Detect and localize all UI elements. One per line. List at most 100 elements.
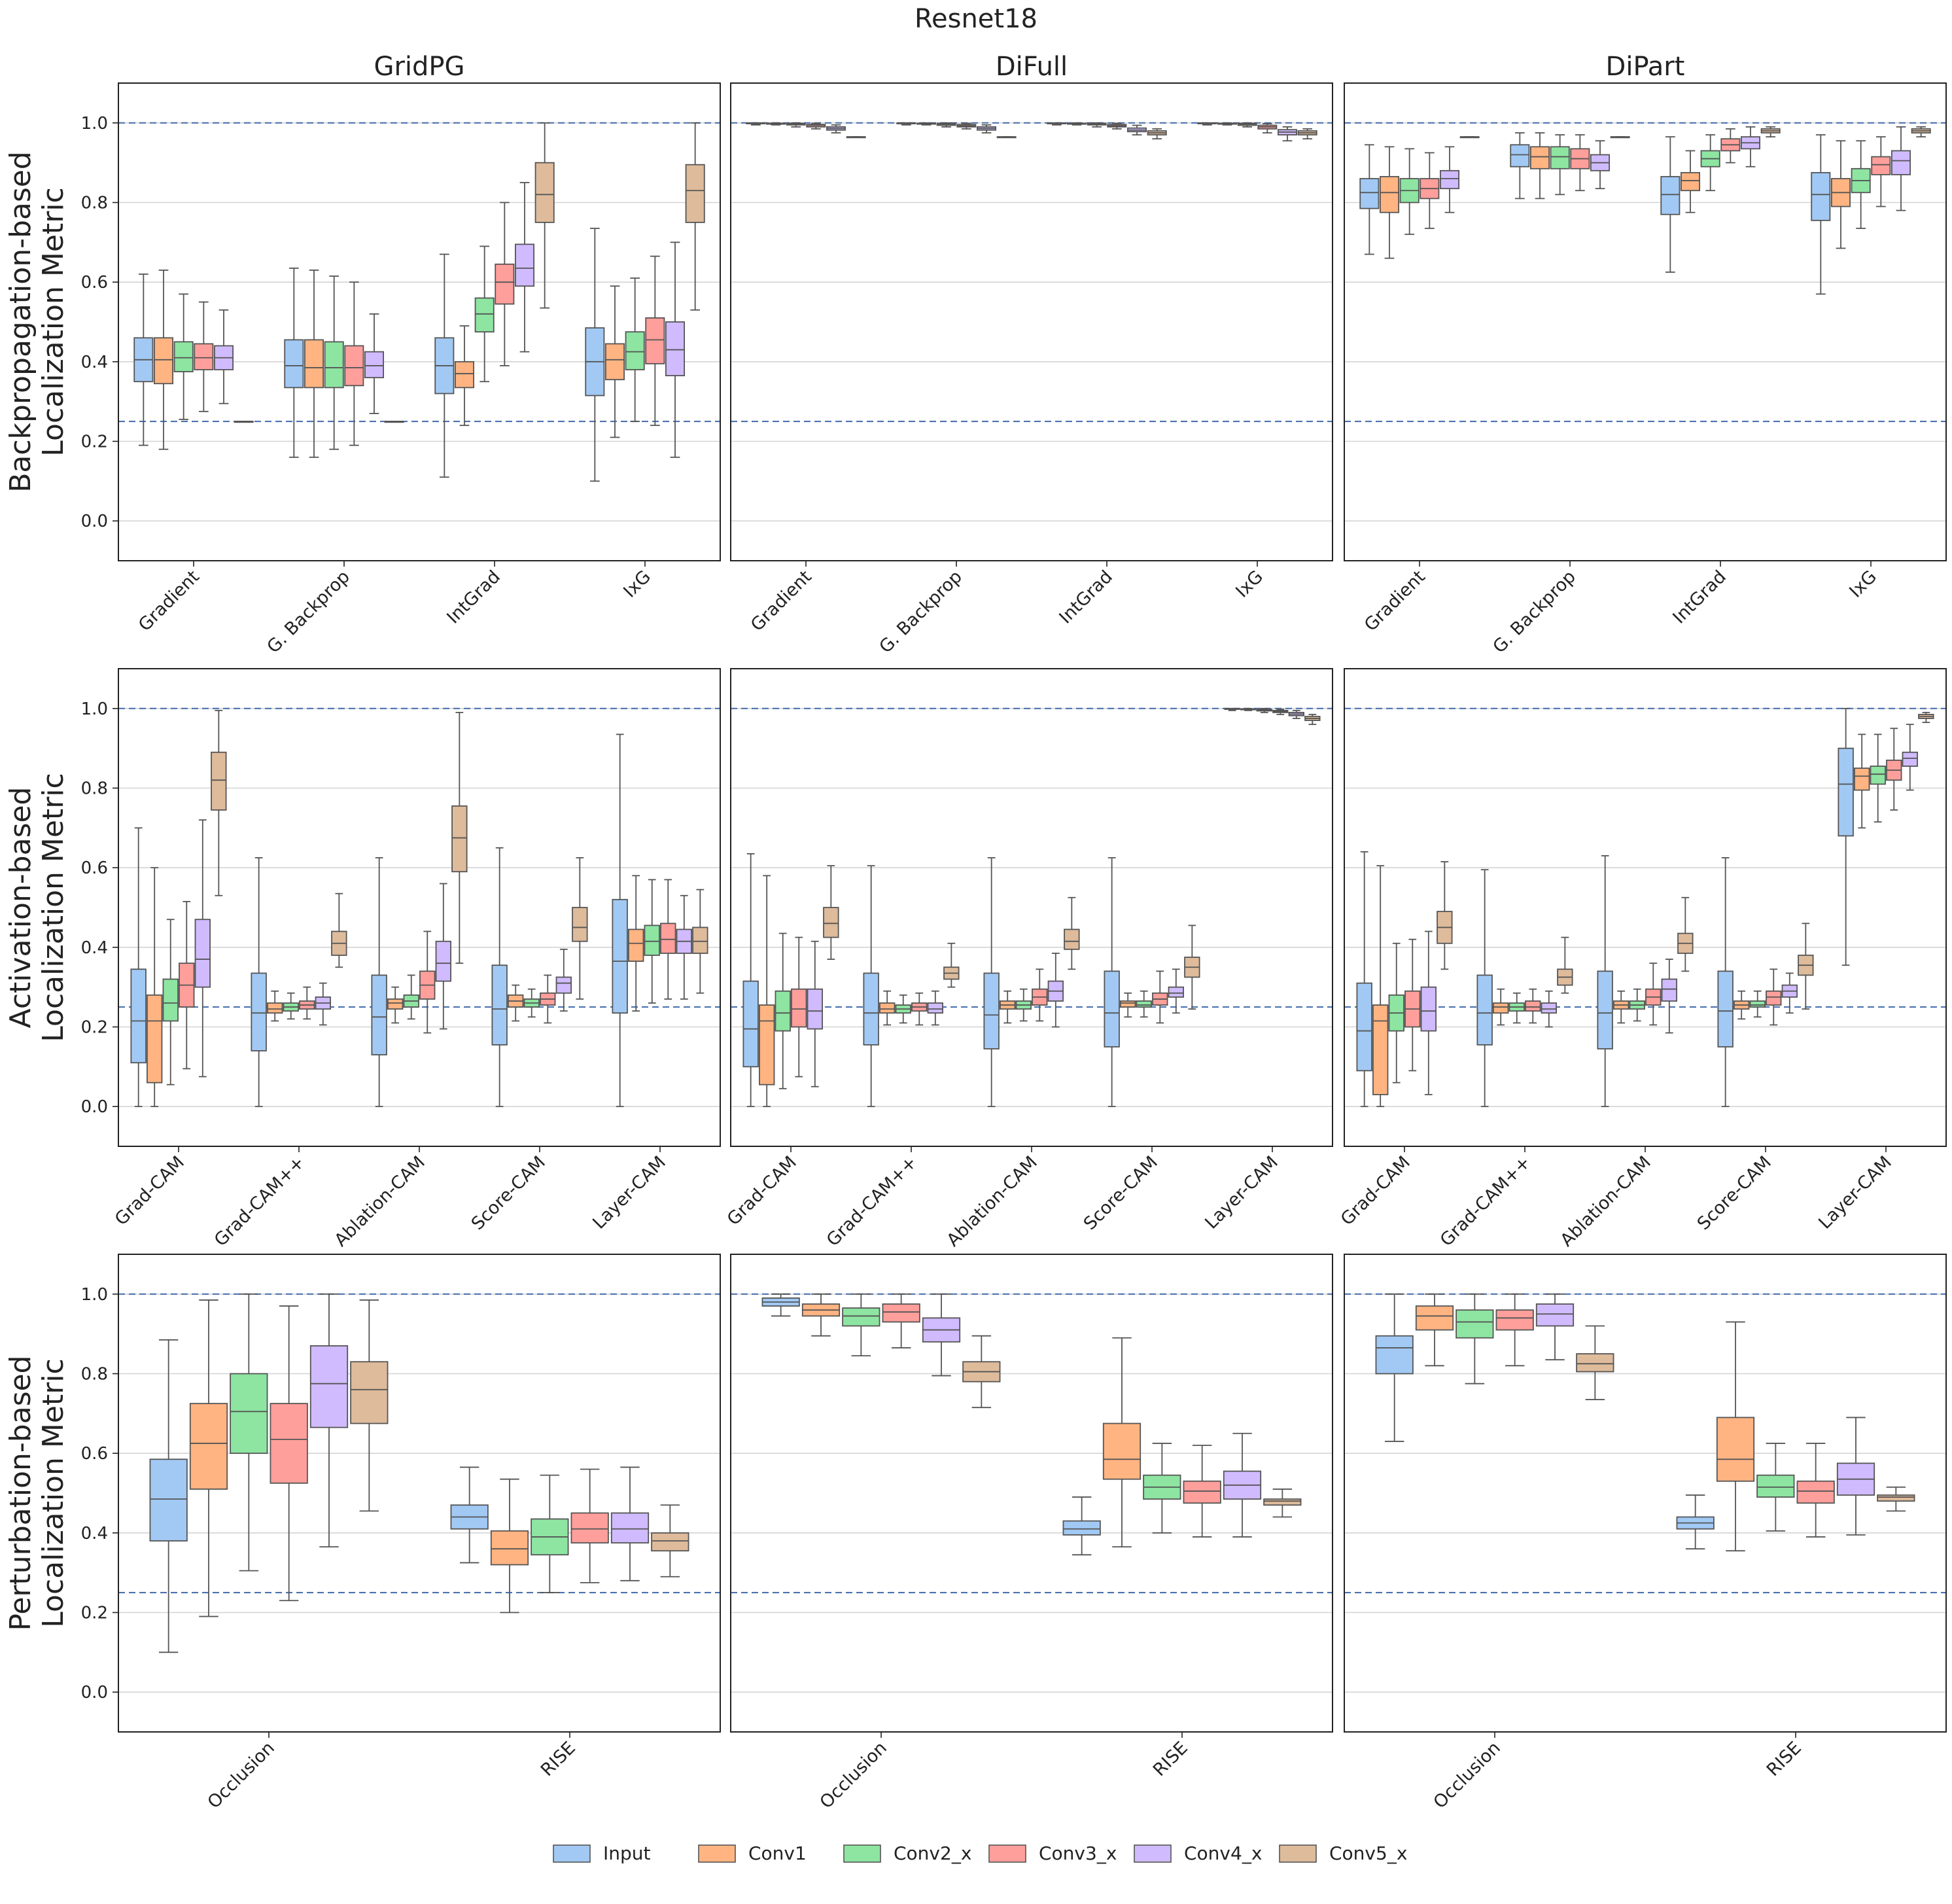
panel-dipart-activation-based: Grad-CAM Grad-CAM++ Ablation-CAM Score-CAM L… [1337,668,1947,1250]
box-conv4-x [1836,1417,1875,1536]
method-group-ixg [1811,126,1931,295]
box-input [1359,144,1380,255]
box-conv2-x [1700,134,1720,192]
y-tick-label: 1.0 [81,699,108,719]
iqr-box [1854,767,1870,791]
iqr-box [842,1307,880,1327]
box-conv1 [1830,140,1851,249]
figure-title: Resnet18 [915,4,1037,34]
box-conv4-x [1740,126,1761,167]
iqr-box [474,297,495,333]
box-input [1597,855,1613,1108]
method-group-ablation-cam [983,857,1080,1108]
iqr-box [1597,970,1613,1049]
box-conv3-x [194,301,214,412]
box-conv2-x [1851,140,1871,229]
box-conv4-x [1420,930,1437,1095]
panel-frame [118,82,721,561]
box-conv4-x [610,1466,650,1581]
iqr-box [149,1458,188,1542]
method-group-layer-cam [1224,707,1321,726]
iqr-box [435,940,451,982]
box-conv3-x [1107,122,1127,130]
box-conv3-x [1404,938,1421,1072]
panel-frame [730,82,1333,561]
panel-frame [1344,82,1947,561]
box-conv2-x [230,1293,268,1572]
method-group-grad-cam [863,865,960,1108]
iqr-box [1717,970,1734,1048]
iqr-box [1871,156,1891,175]
x-tick-label-grad-cam: Grad-CAM++ [1437,1152,1535,1250]
box-conv2-x [1143,1443,1181,1534]
box-input [371,857,387,1108]
box-conv1 [490,1478,529,1613]
x-tick-label-gradient: Gradient [135,567,203,635]
iqr-box [1263,1498,1302,1506]
legend-label: Conv1 [748,1842,807,1864]
box-conv3-x [1152,970,1168,1024]
boxes-layer [149,1293,689,1653]
box-conv3-x [540,974,556,1024]
box-conv1 [1493,988,1509,1026]
box-conv2-x [842,1293,880,1357]
method-group-intgrad [434,122,555,478]
box-conv4-x [807,940,823,1087]
box-conv4-x [514,182,535,353]
row-label-primary: Perturbation-based [4,1355,37,1631]
iqr-box [882,1303,920,1323]
x-tick-label-grad-cam: Grad-CAM [1337,1152,1414,1229]
box-conv3-x [495,202,515,366]
legend-item-conv5-x: Conv5_x [1279,1842,1407,1864]
box-conv1 [765,122,786,126]
box-conv5-x [1798,923,1814,1010]
box-conv5-x [943,942,960,988]
box-input [149,1339,188,1653]
box-conv5-x [534,122,555,309]
x-tick-label-gradient: Gradient [1361,567,1429,635]
y-tick-label: 0.0 [81,1683,108,1702]
iqr-box [775,990,791,1032]
iqr-box [130,968,147,1064]
iqr-box [807,988,823,1030]
box-conv4-x [315,982,331,1026]
box-conv1 [1372,865,1389,1108]
y-tick-label: 0.4 [81,353,108,372]
box-input [761,1293,800,1317]
method-group-rise [450,1466,689,1613]
box-conv5-x [1877,1486,1915,1512]
box-conv1 [304,270,324,458]
box-conv1 [604,285,625,438]
y-tick-label: 0.4 [81,1524,108,1543]
iqr-box [267,1002,283,1014]
iqr-box [1756,1474,1795,1498]
box-input [434,253,455,478]
iqr-box [162,978,179,1022]
box-conv3-x [1420,152,1440,229]
iqr-box [454,361,475,389]
box-conv2-x [1629,988,1645,1022]
box-conv1 [759,875,775,1108]
column-title-gridpg: GridPG [374,52,464,82]
box-conv1 [387,986,404,1024]
iqr-box [251,972,267,1051]
box-conv4-x [1902,724,1918,791]
iqr-box [1375,1335,1414,1375]
iqr-box [309,1345,349,1428]
legend-swatch [843,1844,881,1863]
box-conv2-x [1550,134,1570,196]
method-group-layer-cam [612,733,708,1108]
box-input [896,122,916,126]
box-conv1 [1120,992,1136,1018]
iqr-box [1062,1520,1101,1536]
box-conv5-x [1918,712,1934,724]
box-conv2-x [644,879,660,1004]
iqr-box [665,321,686,377]
x-tick-label-rise: RISE [1763,1738,1805,1780]
iqr-box [1510,144,1530,167]
box-conv5-x [331,892,347,968]
legend-item-conv4-x: Conv4_x [1134,1842,1262,1864]
iqr-box [604,343,625,381]
box-input [1476,869,1493,1108]
iqr-box [1359,178,1380,209]
